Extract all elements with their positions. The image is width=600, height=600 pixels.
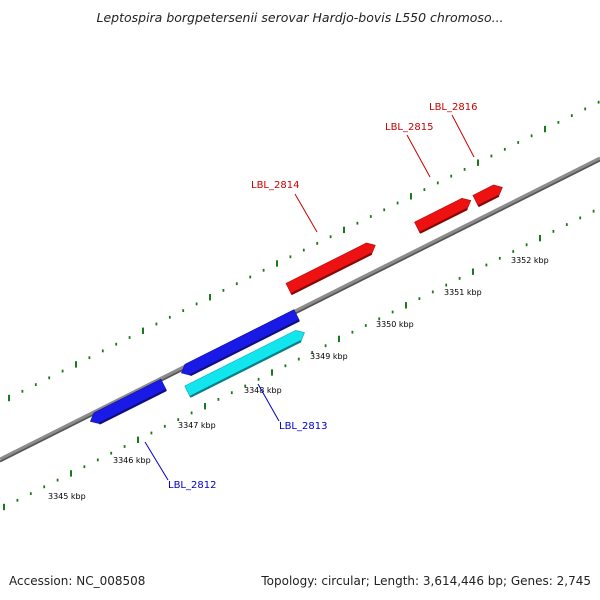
gene-body[interactable] xyxy=(472,184,503,207)
gene-body[interactable] xyxy=(285,242,376,295)
callout-line xyxy=(257,383,280,422)
gene-highlight xyxy=(93,379,162,415)
tick-label: 3352 kbp xyxy=(511,256,549,265)
gene-arrow[interactable] xyxy=(184,330,305,398)
gene-shadow xyxy=(189,319,300,377)
gene-callouts: LBL_2812 LBL_2813 LBL_2814 LBL_2815 LBL_2816 xyxy=(144,102,477,491)
gene-arrow[interactable] xyxy=(472,184,503,208)
gene-highlight xyxy=(184,330,296,388)
callout-line xyxy=(144,441,169,481)
outer-tick-ring xyxy=(8,100,600,402)
gene-features xyxy=(89,184,503,425)
genome-backbone xyxy=(0,156,600,461)
gene-label[interactable]: LBL_2814 xyxy=(251,180,299,191)
genome-backbone-shadow xyxy=(0,159,600,463)
callout-line xyxy=(451,114,475,158)
gene-label[interactable]: LBL_2815 xyxy=(385,122,433,133)
gene-label[interactable]: LBL_2816 xyxy=(429,102,477,113)
gene-body[interactable] xyxy=(414,197,472,234)
tick-label: 3346 kbp xyxy=(113,456,151,465)
tick-labels: 3345 kbp 3346 kbp 3347 kbp 3348 kbp 3349 kbp… xyxy=(48,256,549,501)
gene-shadow xyxy=(189,340,302,398)
gene-highlight xyxy=(414,198,463,224)
gene-shadow xyxy=(477,194,500,208)
gene-arrow[interactable] xyxy=(180,309,300,377)
tick-label: 3350 kbp xyxy=(376,320,414,329)
gene-shadow xyxy=(419,208,468,234)
gene-body[interactable] xyxy=(184,330,305,398)
gene-label[interactable]: LBL_2812 xyxy=(168,480,216,491)
genome-summary: Topology: circular; Length: 3,614,446 bp… xyxy=(261,574,591,588)
gene-shadow xyxy=(290,252,373,296)
callout-line xyxy=(406,134,431,178)
tick-label: 3348 kbp xyxy=(244,386,282,395)
gene-body[interactable] xyxy=(180,309,300,376)
callout-line xyxy=(294,193,318,233)
gene-body[interactable] xyxy=(89,378,167,424)
tick-label: 3351 kbp xyxy=(444,288,482,297)
inner-tick-ring xyxy=(3,209,595,511)
gene-arrow[interactable] xyxy=(285,242,376,296)
tick-label: 3347 kbp xyxy=(178,421,216,430)
map-footer: Accession: NC_008508 Topology: circular;… xyxy=(0,574,600,592)
gene-label[interactable]: LBL_2813 xyxy=(279,421,327,432)
gene-highlight xyxy=(285,243,367,286)
gene-shadow xyxy=(98,389,167,425)
gene-arrow[interactable] xyxy=(414,197,472,234)
gene-highlight xyxy=(472,185,494,198)
tick-label: 3349 kbp xyxy=(310,352,348,361)
accession-label: Accession: NC_008508 xyxy=(9,574,146,588)
map-title: Leptospira borgpetersenii serovar Hardjo… xyxy=(96,10,504,25)
gene-arrow[interactable] xyxy=(89,378,167,425)
gene-highlight xyxy=(184,310,295,367)
tick-label: 3345 kbp xyxy=(48,492,86,501)
